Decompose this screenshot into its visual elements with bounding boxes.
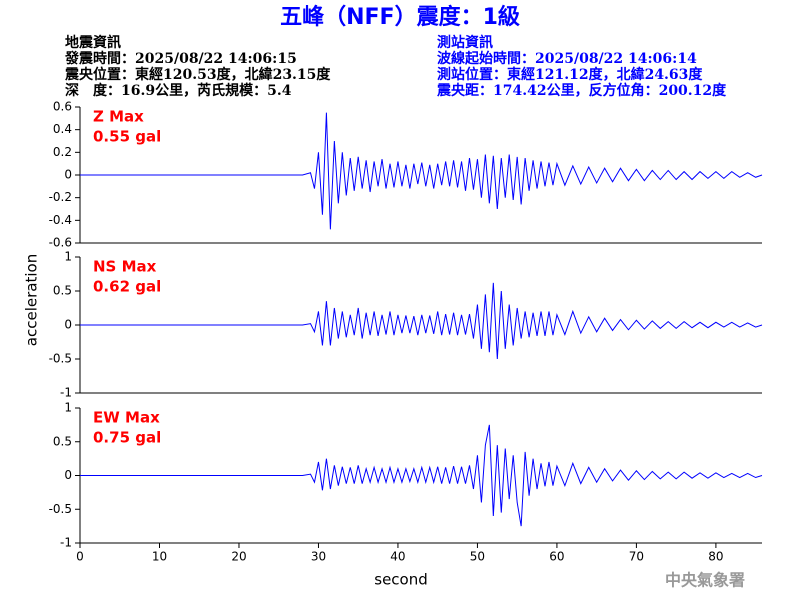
annotation: Z Max: [93, 108, 144, 126]
waveform: [80, 112, 763, 230]
x-tick-label: 0: [76, 550, 84, 564]
info-line: 測站資訊: [437, 34, 493, 51]
footer: 中央氣象署: [665, 571, 745, 590]
info-line: 發震時間：2025/08/22 14:06:15: [64, 50, 297, 67]
annotation: NS Max: [93, 258, 157, 276]
annotation: 0.55 gal: [93, 128, 161, 146]
y-tick-label: 0.4: [53, 122, 72, 136]
info-line: 波線起始時間：2025/08/22 14:06:14: [437, 50, 697, 67]
waveform: [80, 424, 763, 527]
y-tick-label: 0: [64, 168, 72, 182]
info-line: 深 度：16.9公里，芮氏規模：5.4: [65, 82, 292, 99]
x-tick-label: 30: [311, 550, 326, 564]
x-tick-label: 40: [390, 550, 405, 564]
y-tick-label: 0.6: [53, 100, 72, 114]
y-tick-label: -0.4: [49, 213, 72, 227]
x-tick-label: 60: [549, 550, 564, 564]
chart-title: 五峰（NFF）震度：1級: [280, 4, 520, 30]
y-tick-label: 0: [64, 468, 72, 482]
info-line: 震央距：174.42公里，反方位角：200.12度: [436, 82, 727, 99]
y-tick-label: -0.5: [49, 352, 72, 366]
y-tick-label: -1: [60, 386, 72, 400]
info-line: 地震資訊: [65, 34, 121, 51]
y-tick-label: 0.2: [53, 145, 72, 159]
x-tick-label: 10: [152, 550, 167, 564]
y-tick-label: 0.5: [53, 434, 72, 448]
annotation: EW Max: [93, 409, 160, 427]
y-tick-label: -0.6: [49, 236, 72, 250]
y-tick-label: -0.2: [49, 190, 72, 204]
y-tick-label: 0: [64, 318, 72, 332]
x-tick-label: 70: [629, 550, 644, 564]
y-axis-label: acceleration: [23, 254, 41, 346]
y-tick-label: 1: [64, 401, 72, 415]
x-tick-label: 50: [470, 550, 485, 564]
annotation: 0.62 gal: [93, 278, 161, 296]
waveform: [80, 282, 763, 360]
x-tick-label: 80: [708, 550, 723, 564]
y-tick-label: -0.5: [49, 502, 72, 516]
x-axis-label: second: [374, 571, 428, 589]
info-line: 震央位置：東經120.53度，北緯23.15度: [64, 66, 331, 83]
y-tick-label: 1: [64, 250, 72, 264]
annotation: 0.75 gal: [93, 429, 161, 447]
y-tick-label: 0.5: [53, 284, 72, 298]
y-tick-label: -1: [60, 536, 72, 550]
info-line: 測站位置：東經121.12度，北緯24.63度: [437, 66, 703, 83]
x-tick-label: 20: [231, 550, 246, 564]
